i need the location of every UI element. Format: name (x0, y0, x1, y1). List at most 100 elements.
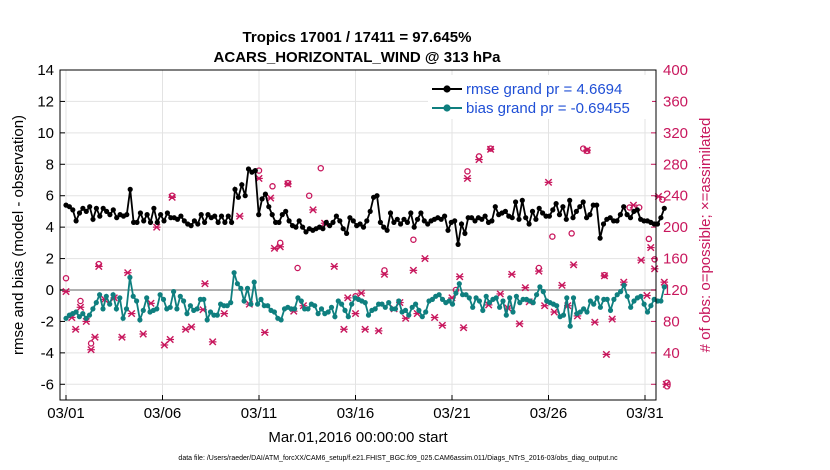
obs-assimilated-point (637, 256, 645, 264)
rmse-point (516, 216, 522, 222)
y-tick-label-left: 10 (37, 125, 54, 142)
bias-point (386, 300, 392, 306)
obs-assimilated-point (544, 178, 553, 187)
rmse-point (252, 168, 258, 174)
obs-assimilated-point (284, 180, 292, 188)
rmse-point (202, 219, 208, 225)
obs-possible-point (659, 196, 666, 203)
rmse-point (110, 207, 116, 213)
rmse-point (303, 229, 309, 235)
bias-point (174, 306, 180, 312)
obs-assimilated-point (118, 333, 126, 341)
bias-point (100, 306, 106, 312)
rmse-point (205, 212, 211, 218)
rmse-point (401, 216, 407, 222)
rmse-point (387, 210, 394, 216)
bias-point (661, 284, 667, 290)
obs-possible-point (294, 264, 301, 272)
obs-possible-point (583, 147, 591, 155)
obs-assimilated-point (643, 291, 651, 300)
rmse-point (188, 223, 194, 229)
bias-point (292, 306, 298, 312)
rmse-point (621, 204, 627, 210)
line-series (63, 166, 667, 329)
rmse-point (445, 227, 451, 233)
bias-point (137, 317, 143, 323)
rmse-point (269, 212, 275, 218)
rmse-point (73, 218, 79, 224)
bias-point (342, 307, 348, 313)
bias-point (339, 301, 345, 307)
bias-point (97, 292, 103, 298)
rmse-point (377, 219, 383, 225)
obs-possible-point (168, 192, 176, 199)
rmse-point (418, 210, 424, 216)
rmse-point (242, 193, 248, 199)
rmse-point (519, 197, 525, 203)
obs-assimilated-point (374, 327, 383, 335)
rmse-point (87, 204, 93, 210)
bias-point (76, 314, 82, 320)
rmse-point (333, 213, 339, 219)
bias-point (325, 309, 331, 315)
rmse-point (218, 213, 225, 219)
bias-point (560, 312, 567, 318)
bias-point (258, 296, 264, 302)
y-tick-label-left: 14 (37, 62, 54, 79)
obs-assimilated-point (646, 243, 655, 252)
bias-point (144, 295, 150, 301)
obs-assimilated-point (438, 321, 447, 330)
bias-point (312, 303, 318, 309)
obs-possible-point (269, 183, 276, 190)
bias-point (335, 298, 341, 304)
rmse-point (198, 212, 204, 218)
obs-assimilated-point (235, 212, 244, 220)
rmse-point (107, 212, 113, 218)
y-tick-label-right: 160 (663, 251, 688, 268)
y-tick-label-right: 120 (663, 282, 688, 299)
bias-point (507, 295, 513, 301)
obs-assimilated-point (160, 341, 169, 349)
rmse-point (158, 212, 164, 218)
rmse-point (594, 202, 600, 208)
obs-possible-point (464, 168, 471, 175)
rmse-point (147, 219, 154, 225)
rmse-point (100, 205, 106, 211)
rmse-point (421, 218, 427, 224)
rmse-point (320, 226, 326, 232)
bias-point (171, 289, 177, 295)
rmse-point (513, 199, 519, 205)
obs-assimilated-point (486, 145, 495, 154)
y-tick-label-right: 40 (663, 345, 680, 362)
bias-point (224, 303, 230, 309)
bias-point (392, 306, 398, 312)
rmse-point (367, 208, 373, 214)
obs-assimilated-point (139, 330, 147, 338)
bias-point (63, 315, 69, 321)
x-tick-label: 03/31 (626, 405, 664, 422)
rmse-point (161, 218, 167, 224)
bias-point (83, 315, 89, 321)
bias-point (628, 304, 634, 310)
plot-frame (59, 69, 657, 401)
obs-assimilated-point (475, 155, 483, 164)
bias-point (181, 298, 187, 304)
obs-assimilated-point (276, 243, 285, 251)
obs-assimilated-point (260, 328, 269, 337)
obs-possible-point (62, 274, 70, 282)
rmse-point (164, 210, 170, 216)
bias-point (591, 301, 597, 307)
bias-point (463, 292, 469, 298)
rmse-point (76, 210, 83, 216)
rmse-point (344, 230, 350, 236)
bias-point (73, 309, 79, 315)
bias-point (483, 293, 489, 299)
bias-point (584, 309, 590, 315)
x-tick-label: 03/16 (337, 405, 375, 422)
rmse-point (245, 166, 252, 172)
rmse-point (174, 216, 181, 222)
obs-assimilated-point (220, 309, 229, 318)
bias-point (379, 301, 385, 307)
bias-point (658, 298, 664, 304)
obs-assimilated-point (629, 201, 638, 209)
